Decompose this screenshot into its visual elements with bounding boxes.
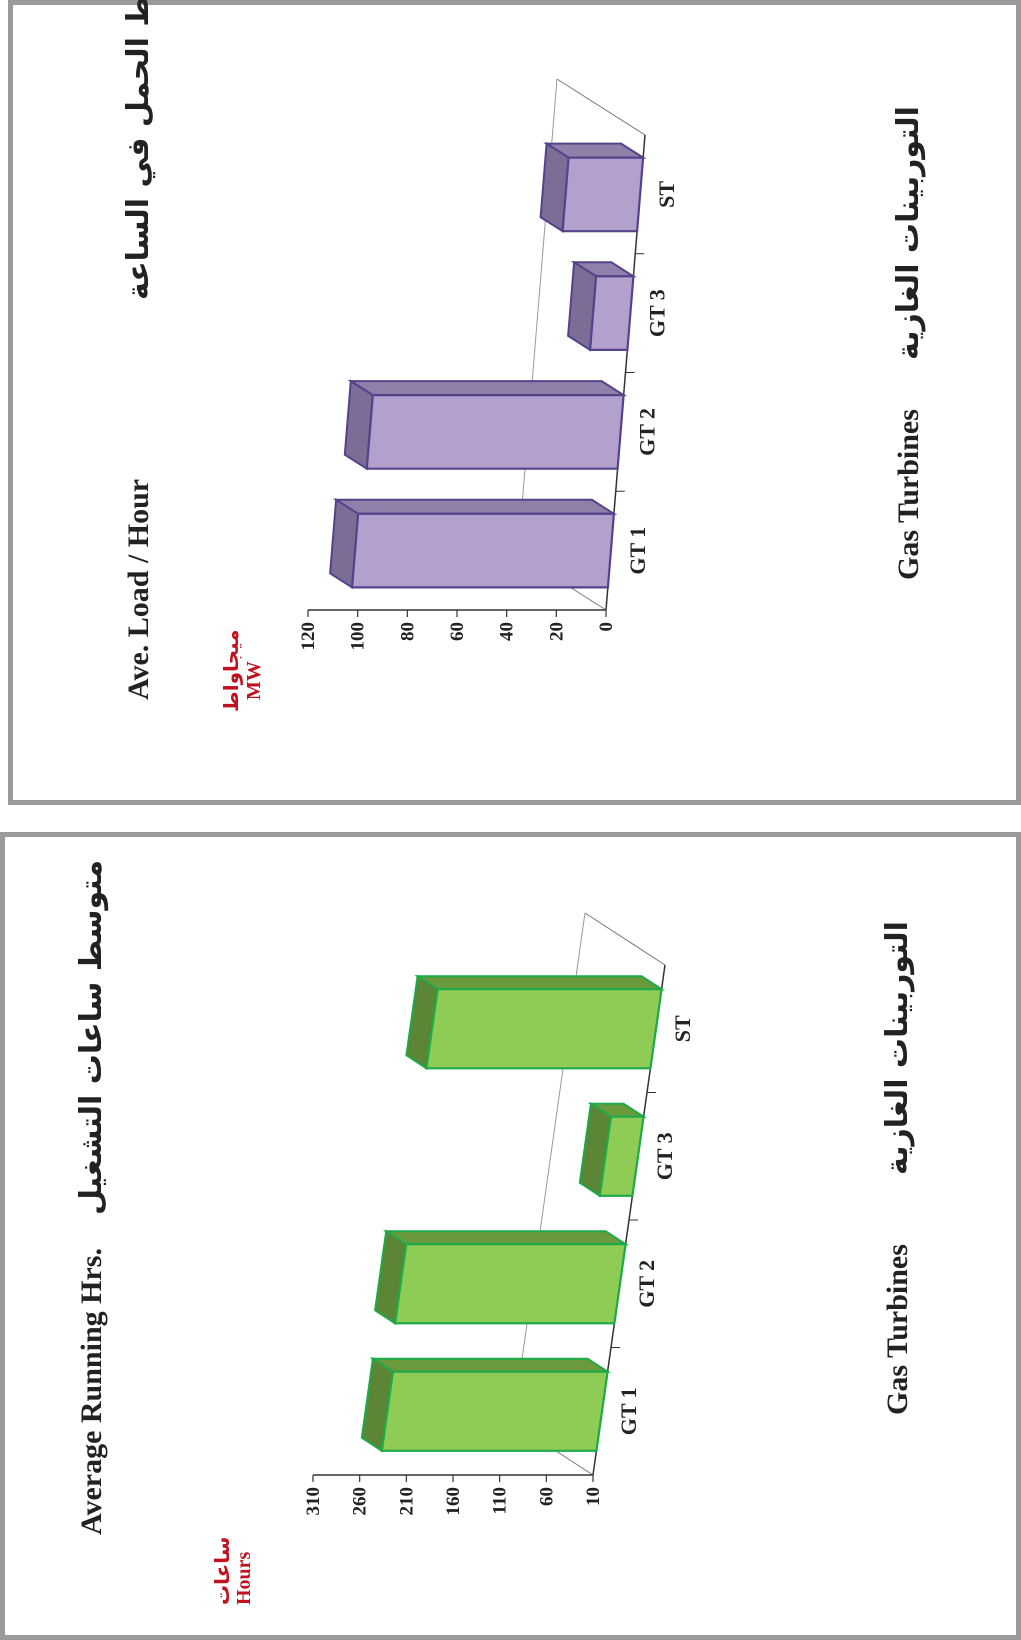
bar-front [350,512,616,589]
y-tick-label: 110 [490,1487,511,1514]
bar-gt-2 [343,379,628,471]
x-tick-label: GT 3 [644,289,669,337]
bar-front [393,1243,627,1325]
y-tick-label: 80 [397,622,418,641]
bar-gt-3 [578,1102,647,1198]
bar-front [365,394,625,470]
chart-panel-load: Ave. Load / Hour متوسط الحمل في الساعة G… [8,0,1021,805]
x-axis-label: Gas Turbines [881,1244,914,1415]
chart-marks: 0 20 40 60 80 100 120 GT 1 GT 2 GT 3 ST [298,78,679,651]
y-axis-unit-arabic: ساعات [210,1537,234,1605]
bar-side [369,1357,611,1373]
bar-front [561,156,645,233]
chart-title-arabic: متوسط الحمل في الساعة [121,0,156,300]
y-tick-label: 40 [497,622,518,641]
x-axis-label-arabic: التوربينات الغازية [880,921,915,1175]
y-tick-label: 60 [447,622,468,641]
y-axis-unit: MW [243,661,265,700]
x-tick-label: ST [670,1015,695,1042]
y-axis-unit-arabic: ميجاواط [219,629,243,712]
chart-title: Average Running Hrs. [75,1248,108,1535]
bar-gt-3 [567,260,637,352]
bar-front [598,1115,645,1197]
x-axis-label-arabic: التوربينات الغازية [891,106,926,360]
chart-title-arabic: متوسط ساعات التشغيل [74,860,109,1215]
bar-front [588,275,635,351]
bar-side [347,380,628,397]
bar-side [382,1230,629,1246]
bar-st [405,974,665,1070]
bar-gt-1 [329,498,618,590]
load-chart-svg: Ave. Load / Hour متوسط الحمل في الساعة G… [121,0,926,712]
bar-st [539,141,647,233]
y-tick-label: 210 [396,1487,417,1516]
floor-depth-line [556,78,646,136]
bar-side [332,498,618,515]
y-axis-unit: Hours [233,1551,255,1605]
x-tick-label: ST [654,181,679,208]
hours-chart-svg: Average Running Hrs. متوسط ساعات التشغيل… [74,860,915,1605]
y-tick-label: 160 [443,1487,464,1516]
chart-panel-hours: Average Running Hrs. متوسط ساعات التشغيل… [0,832,1021,1640]
y-tick-label: 310 [303,1487,324,1516]
bar-gt-2 [374,1229,629,1325]
x-tick-label: GT 1 [625,527,650,575]
y-tick-label: 60 [536,1487,557,1506]
y-tick-label: 20 [546,622,567,641]
bar-front [425,988,663,1070]
y-tick-label: 0 [596,622,617,632]
y-tick-label: 120 [298,622,319,651]
x-tick-label: GT 2 [634,1260,659,1308]
x-tick-label: GT 2 [635,408,660,456]
x-axis-label: Gas Turbines [892,409,925,580]
y-tick-label: 10 [583,1487,604,1506]
chart-marks: 10 60 110 160 210 260 310 GT 1 GT 2 GT 3 ST [303,912,695,1516]
bar-gt-1 [360,1357,611,1453]
x-tick-label: GT 1 [616,1387,641,1435]
floor-depth-line [584,912,666,966]
y-tick-label: 100 [348,622,369,651]
chart-rotated-frame: Ave. Load / Hour متوسط الحمل في الساعة G… [13,0,1016,800]
bar-front [380,1370,609,1452]
y-tick-label: 260 [350,1487,371,1516]
chart-title: Ave. Load / Hour [122,479,155,700]
bar-side [414,975,665,991]
chart-rotated-frame: Average Running Hrs. متوسط ساعات التشغيل… [5,837,1016,1635]
x-tick-label: GT 3 [652,1132,677,1180]
